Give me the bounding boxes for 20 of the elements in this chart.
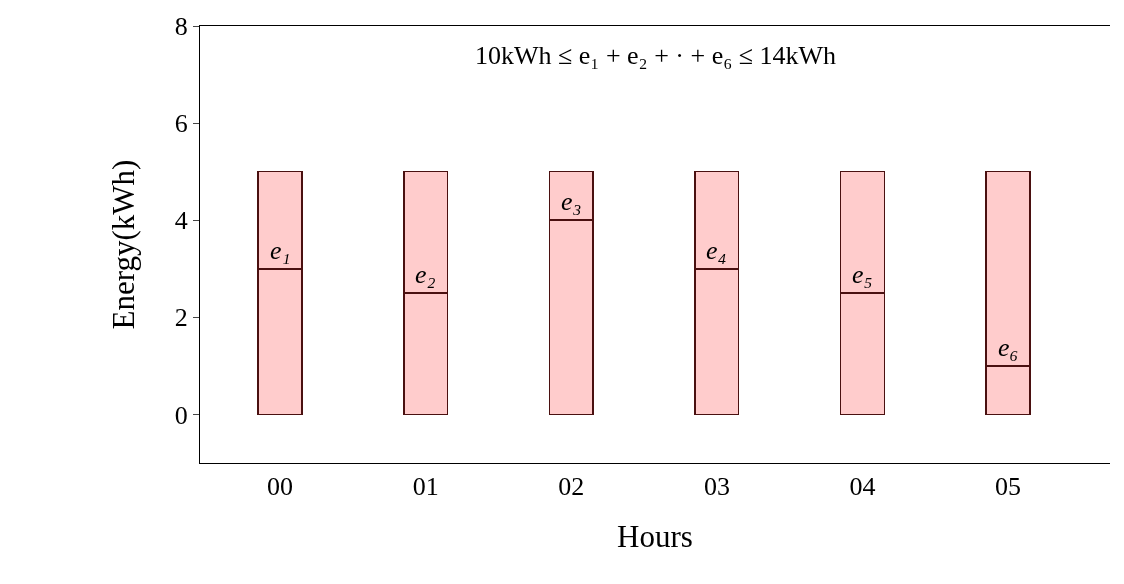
annotation: e₂ [415, 260, 436, 289]
annotation: e₆ [998, 333, 1019, 362]
y-axis-title: Energy(kWh) [106, 159, 142, 330]
y-tick-label: 2 [174, 303, 188, 333]
annotation: 10kWh ≤ e₁ + e₂ + · + e₆ ≤ 14kWh [475, 41, 837, 70]
annotation: e₄ [706, 236, 727, 265]
x-tick-label: 03 [703, 472, 730, 502]
y-tick-label: 0 [174, 400, 188, 430]
y-tick-label: 8 [174, 12, 188, 42]
x-tick-label: 01 [412, 472, 439, 502]
x-tick-label: 05 [995, 472, 1022, 502]
annotation: e₅ [852, 260, 873, 289]
annotation: e₁ [270, 236, 291, 265]
x-tick-label: 00 [267, 472, 294, 502]
x-axis-title: Hours [617, 519, 693, 555]
annotation: e₃ [561, 187, 582, 216]
x-tick-label: 04 [849, 472, 876, 502]
y-tick-label: 6 [174, 109, 188, 139]
y-tick-label: 4 [174, 206, 188, 236]
x-tick-label: 02 [558, 472, 585, 502]
